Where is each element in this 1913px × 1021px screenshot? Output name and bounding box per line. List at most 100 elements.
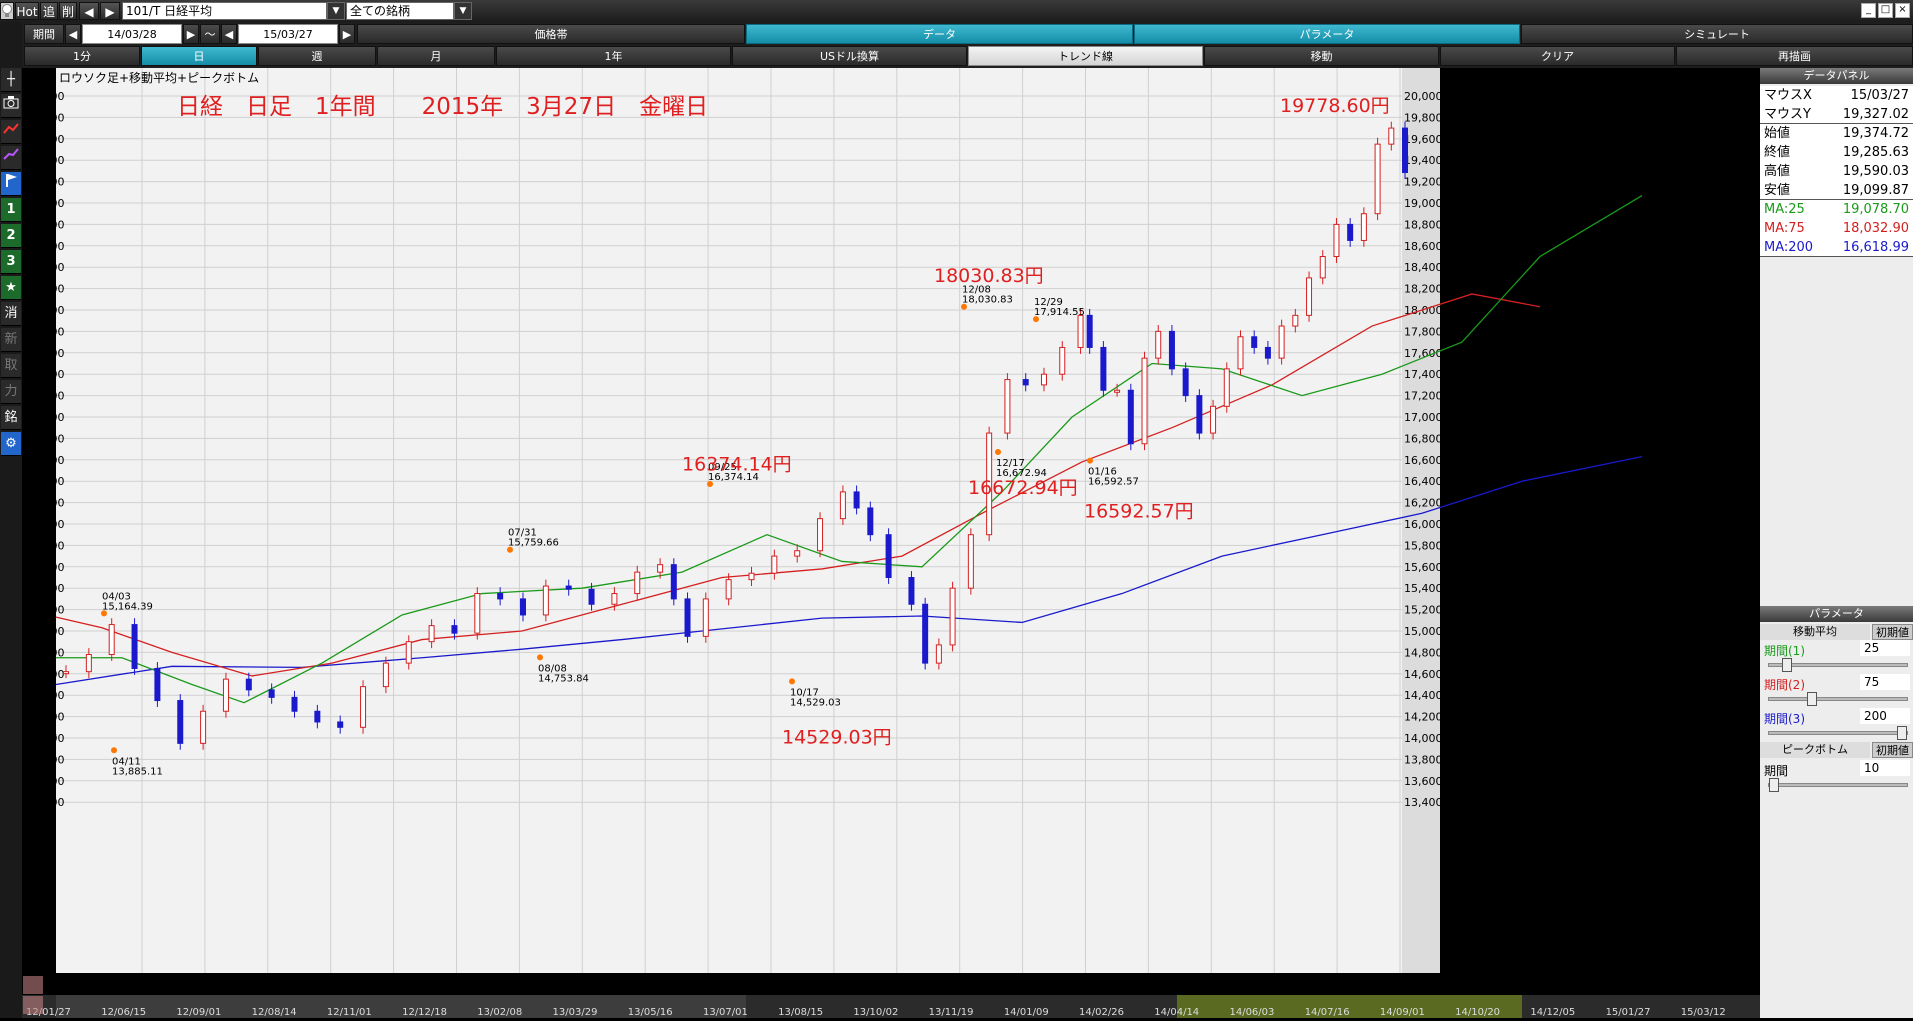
date-from-prev-button[interactable]: ◀ [65, 24, 81, 44]
new-button[interactable]: 新 [1, 328, 21, 352]
candle-up [1278, 325, 1285, 359]
flag-icon[interactable] [1, 172, 21, 196]
ma-reset-button[interactable]: 初期値 [1872, 624, 1913, 640]
y-tick-label-left: 17,200 [26, 390, 65, 403]
y-tick-label-right: 18,200 [1404, 283, 1443, 296]
price-annotation: 18030.83円 [934, 265, 1044, 287]
price-annotation: 19778.60円 [1280, 95, 1390, 117]
preset-2-button[interactable]: 2 [1, 224, 21, 248]
bulb-icon[interactable] [0, 2, 14, 20]
period3-slider-knob[interactable] [1897, 726, 1907, 740]
y-tick-label-left: 18,600 [26, 240, 65, 253]
universe-select[interactable]: 全ての銘柄 [346, 2, 454, 20]
open-value: 19,374.72 [1842, 126, 1909, 141]
y-tick-label-right: 17,000 [1404, 411, 1443, 424]
usd-convert-button[interactable]: USドル換算 [732, 46, 967, 66]
peak-reset-button[interactable]: 初期値 [1872, 742, 1913, 758]
y-tick-label-left: 18,400 [26, 261, 65, 274]
mouse-y-value: 19,327.02 [1842, 107, 1909, 122]
y-tick-label-right: 17,600 [1404, 347, 1443, 360]
preset-3-button[interactable]: 3 [1, 250, 21, 274]
ma200-line [55, 455, 1643, 686]
y-tick-label-right: 13,400 [1404, 796, 1443, 809]
delete-button[interactable]: 削 [59, 2, 77, 20]
crosshair-icon[interactable]: ┼ [1, 68, 21, 92]
peak-period-slider[interactable] [1768, 778, 1908, 792]
maximize-icon[interactable]: □ [1878, 3, 1893, 18]
period2-slider[interactable] [1768, 692, 1908, 706]
candle-up [817, 518, 824, 552]
tf-week[interactable]: 週 [258, 46, 376, 66]
trendline-button[interactable]: トレンド線 [968, 46, 1203, 66]
candle-up [1306, 277, 1313, 316]
y-tick-label-left: 15,600 [26, 561, 65, 574]
period3-slider[interactable] [1768, 726, 1908, 740]
period2-input[interactable]: 75 [1860, 674, 1910, 690]
tf-day[interactable]: 日 [141, 46, 257, 66]
camera-icon[interactable] [1, 94, 21, 118]
erase-button[interactable]: 消 [1, 302, 21, 326]
tab-simulate[interactable]: シミュレート [1521, 24, 1913, 44]
peak-period-input[interactable]: 10 [1860, 760, 1910, 776]
candle-up [1292, 314, 1299, 327]
ma75-label: MA:75 [1764, 221, 1805, 236]
candle-down [565, 585, 572, 590]
candle-up [1388, 127, 1395, 145]
star-icon[interactable]: ★ [1, 276, 21, 300]
add-button[interactable]: 追 [40, 2, 58, 20]
period1-slider[interactable] [1768, 658, 1908, 672]
date-to-input[interactable]: 15/03/27 [238, 24, 338, 44]
tf-1year[interactable]: 1年 [496, 46, 731, 66]
next-stock-button[interactable]: ▶ [100, 2, 120, 20]
candle-up [794, 550, 801, 557]
prev-stock-button[interactable]: ◀ [79, 2, 99, 20]
tf-1min[interactable]: 1分 [24, 46, 140, 66]
peak-date-label: 12/17 [996, 458, 1025, 469]
price-chart[interactable]: 20,000 20,000 19,800 19,800 19,600 19,600 19,4… [22, 68, 1760, 1018]
move-button[interactable]: 移動 [1204, 46, 1439, 66]
redraw-button[interactable]: 再描画 [1676, 46, 1913, 66]
universe-dropdown-icon[interactable]: ▼ [454, 2, 472, 20]
period3-input[interactable]: 200 [1860, 708, 1910, 724]
peak-value-label: 14,753.84 [538, 673, 589, 684]
stock-button[interactable]: 銘 [1, 406, 21, 430]
date-from-next-button[interactable]: ▶ [183, 24, 199, 44]
date-from-input[interactable]: 14/03/28 [82, 24, 182, 44]
preset-1-button[interactable]: 1 [1, 198, 21, 222]
y-tick-label-left: 14,800 [26, 646, 65, 659]
clear-button[interactable]: クリア [1440, 46, 1675, 66]
y-tick-label-left: 17,800 [26, 325, 65, 338]
date-to-prev-button[interactable]: ◀ [221, 24, 237, 44]
date-to-next-button[interactable]: ▶ [339, 24, 355, 44]
y-tick-label-right: 17,800 [1404, 325, 1443, 338]
period1-slider-knob[interactable] [1781, 658, 1792, 672]
line-purple-icon[interactable] [1, 146, 21, 170]
ticker-dropdown-icon[interactable]: ▼ [327, 2, 345, 20]
period2-slider-knob[interactable] [1807, 692, 1818, 706]
y-tick-label-right: 14,200 [1404, 711, 1443, 724]
tf-month[interactable]: 月 [377, 46, 495, 66]
y-tick-label-right: 15,200 [1404, 604, 1443, 617]
tab-price-band[interactable]: 価格帯 [357, 24, 745, 44]
overview-tick-label: 12/12/18 [402, 1007, 447, 1018]
overview-tick-label: 14/04/14 [1154, 1007, 1199, 1018]
gear-icon[interactable]: ⚙ [1, 432, 21, 456]
tab-parameter[interactable]: パラメータ [1134, 24, 1520, 44]
peak-value-label: 15,164.39 [102, 601, 153, 612]
y-tick-label-right: 16,400 [1404, 475, 1443, 488]
close-icon[interactable]: × [1895, 3, 1910, 18]
peak-period-slider-knob[interactable] [1769, 778, 1779, 792]
hot-button[interactable]: Hot [15, 2, 39, 20]
tab-data[interactable]: データ [746, 24, 1133, 44]
minimize-icon[interactable]: _ [1861, 3, 1876, 18]
cancel-button[interactable]: 取 [1, 354, 21, 378]
candle-down [337, 721, 344, 728]
line-red-icon[interactable] [1, 120, 21, 144]
chart-area[interactable]: 20,000 20,000 19,800 19,800 19,600 19,600 19,4… [22, 68, 1760, 1018]
x-tick-label: 14/04/14 [120, 981, 169, 994]
y-tick-label-right: 18,600 [1404, 240, 1443, 253]
ticker-select[interactable]: 101/T 日経平均 [122, 2, 327, 20]
period1-input[interactable]: 25 [1860, 640, 1910, 656]
candle-up [1077, 314, 1084, 348]
input-button[interactable]: 力 [1, 380, 21, 404]
